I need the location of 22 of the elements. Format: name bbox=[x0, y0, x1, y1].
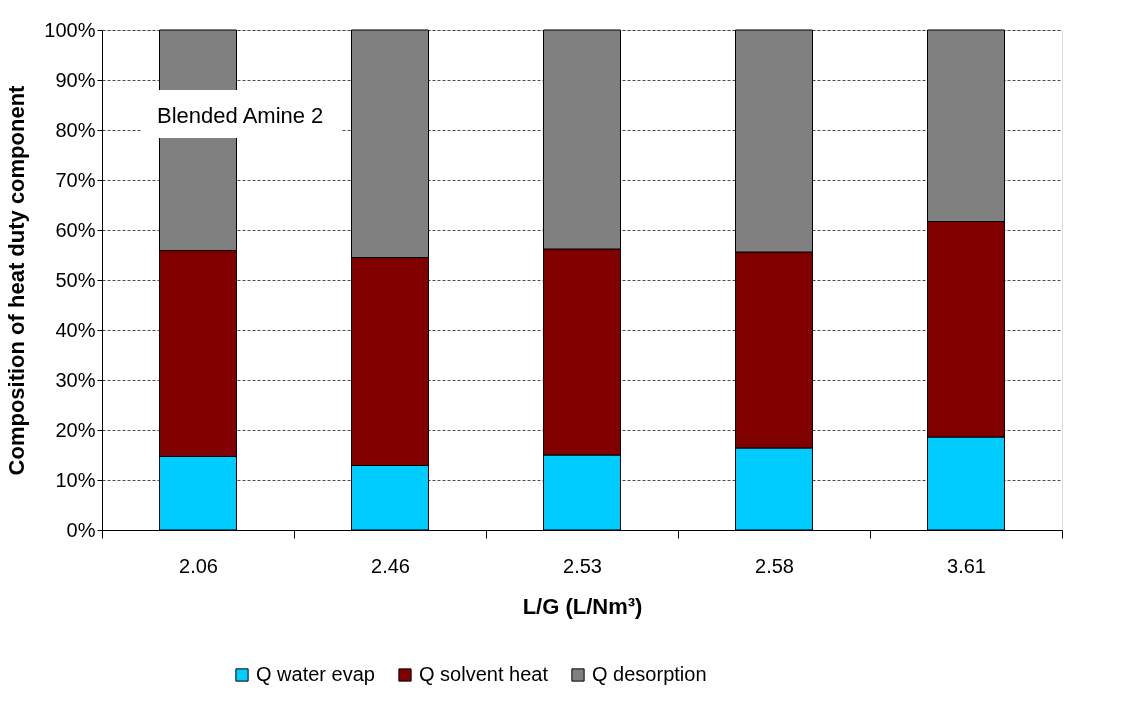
legend-label: Q solvent heat bbox=[419, 663, 549, 685]
x-tick-label: 2.58 bbox=[755, 554, 794, 577]
y-tick-label: 80% bbox=[55, 118, 96, 141]
y-tick-label: 50% bbox=[55, 268, 96, 291]
x-tick-label: 2.53 bbox=[563, 554, 602, 577]
legend-label: Q water evap bbox=[256, 663, 375, 685]
y-axis-title: Composition of heat duty component bbox=[4, 84, 30, 476]
x-axis-title: L/G (L/Nm³) bbox=[522, 593, 643, 619]
y-tick-label: 0% bbox=[66, 518, 96, 541]
x-tick-label: 2.06 bbox=[179, 554, 218, 577]
y-tick-label: 20% bbox=[55, 418, 96, 441]
y-tick-label: 60% bbox=[55, 218, 96, 241]
y-tick-label: 10% bbox=[55, 468, 96, 491]
y-tick-label: 100% bbox=[44, 18, 96, 41]
y-tick-label: 40% bbox=[55, 318, 96, 341]
x-tick-label: 3.61 bbox=[947, 554, 986, 577]
y-tick-label: 30% bbox=[55, 368, 96, 391]
annotation: Blended Amine 2 bbox=[157, 103, 324, 128]
legend-label: Q desorption bbox=[592, 663, 707, 685]
x-tick-label: 2.46 bbox=[371, 554, 410, 577]
y-tick-label: 90% bbox=[55, 68, 96, 91]
y-tick-label: 70% bbox=[55, 168, 96, 191]
